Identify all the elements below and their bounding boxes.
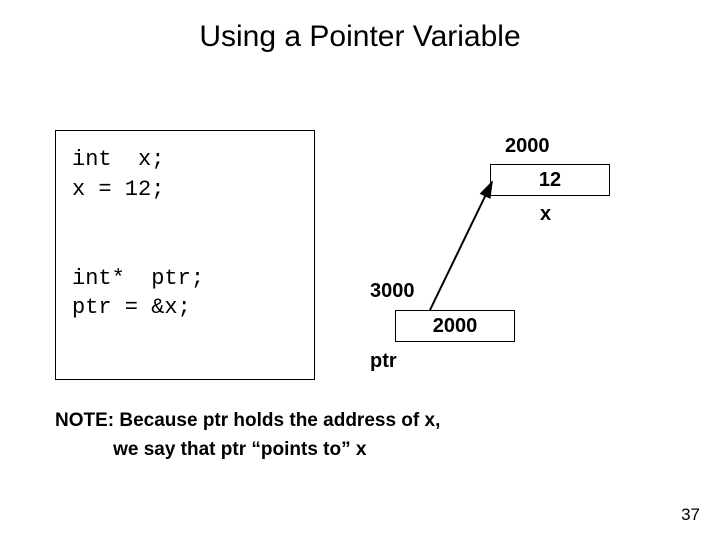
note-text: NOTE: Because ptr holds the address of x… xyxy=(55,407,440,464)
code-line-1: int x; xyxy=(72,147,164,172)
code-block: int x; x = 12; int* ptr; ptr = &x; xyxy=(55,130,315,380)
slide-title: Using a Pointer Variable xyxy=(0,20,720,54)
ptr-value-box: 2000 xyxy=(395,310,515,342)
x-variable-label: x xyxy=(540,203,551,226)
x-address-label: 2000 xyxy=(505,135,550,158)
ptr-variable-label: ptr xyxy=(370,350,397,373)
code-line-2: x = 12; xyxy=(72,177,164,202)
page-number: 37 xyxy=(681,505,700,525)
code-line-4: ptr = &x; xyxy=(72,295,191,320)
code-line-3: int* ptr; xyxy=(72,266,204,291)
ptr-address-label: 3000 xyxy=(370,280,415,303)
note-line-2: we say that ptr “points to” x xyxy=(113,439,366,460)
note-line-1: NOTE: Because ptr holds the address of x… xyxy=(55,410,440,431)
x-value-box: 12 xyxy=(490,164,610,196)
